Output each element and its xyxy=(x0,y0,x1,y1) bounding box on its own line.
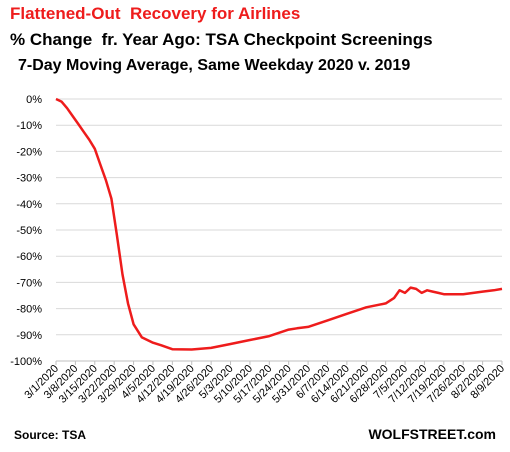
y-tick-label: -20% xyxy=(16,146,42,158)
source-note: Source: TSA xyxy=(14,428,87,442)
chart-subtitle: % Change fr. Year Ago: TSA Checkpoint Sc… xyxy=(10,30,433,49)
y-tick-label: -50% xyxy=(16,225,42,237)
y-tick-label: -70% xyxy=(16,277,42,289)
y-tick-label: 0% xyxy=(26,94,42,106)
y-tick-label: -30% xyxy=(16,173,42,185)
brand-logo: WOLFSTREET.com xyxy=(368,426,496,442)
y-tick-label: -40% xyxy=(16,199,42,211)
y-tick-label: -60% xyxy=(16,251,42,263)
y-tick-label: -80% xyxy=(16,304,42,316)
chart-subtitle-2: 7-Day Moving Average, Same Weekday 2020 … xyxy=(18,57,411,74)
chart-title: Flattened-Out Recovery for Airlines xyxy=(10,4,301,23)
series-line xyxy=(55,97,503,351)
y-tick-label: -90% xyxy=(16,330,42,342)
y-tick-label: -100% xyxy=(10,356,42,368)
grid-lines xyxy=(56,98,502,362)
x-axis-ticks: 3/1/20203/8/20203/15/20203/22/20203/29/2… xyxy=(22,361,507,406)
y-tick-label: -10% xyxy=(16,120,42,132)
y-axis-ticks: 0% -10% -20% -30% -40% -50% -60% -70% -80% -90% -1… xyxy=(10,94,42,368)
